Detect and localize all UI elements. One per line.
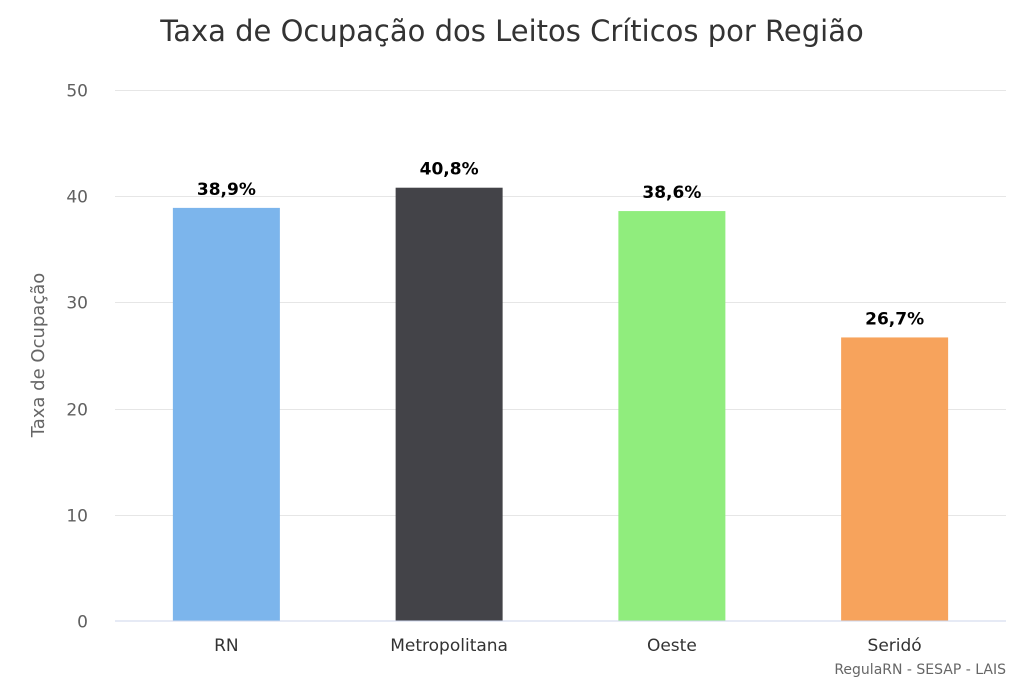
- y-axis-ticks: 0 10 20 30 40 50: [66, 82, 88, 633]
- bar: [841, 337, 949, 621]
- y-tick-label: 50: [66, 82, 88, 102]
- credit-text: RegulaRN - SESAP - LAIS: [834, 662, 1006, 678]
- y-tick-label: 0: [77, 613, 88, 633]
- x-axis-categories: RN Metropolitana Oeste Seridó: [214, 636, 922, 656]
- data-label: 40,8%: [420, 160, 479, 180]
- y-tick-label: 40: [66, 188, 88, 208]
- bar: [172, 207, 280, 621]
- x-category-label: Seridó: [868, 636, 922, 656]
- y-tick-label: 30: [66, 294, 88, 314]
- y-axis-title: Taxa de Ocupação: [28, 273, 49, 439]
- bar: [618, 211, 726, 621]
- bar: [395, 187, 503, 622]
- bars: [172, 187, 949, 622]
- y-tick-label: 10: [66, 507, 88, 527]
- x-category-label: RN: [214, 636, 239, 656]
- y-tick-label: 20: [66, 401, 88, 421]
- x-category-label: Metropolitana: [390, 636, 508, 656]
- data-label: 38,6%: [642, 183, 701, 203]
- data-label: 38,9%: [197, 180, 256, 200]
- chart-title: Taxa de Ocupação dos Leitos Críticos por…: [159, 14, 863, 48]
- x-category-label: Oeste: [647, 636, 697, 656]
- data-labels: 38,9% 40,8% 38,6% 26,7%: [197, 160, 924, 330]
- data-label: 26,7%: [865, 309, 924, 329]
